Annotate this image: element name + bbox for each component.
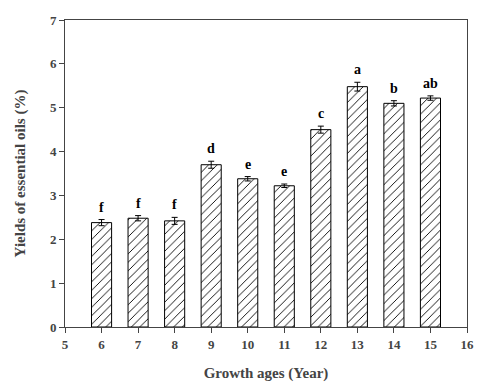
svg-text:10: 10 bbox=[241, 337, 254, 352]
svg-text:e: e bbox=[281, 164, 287, 179]
svg-text:b: b bbox=[390, 81, 398, 96]
svg-text:9: 9 bbox=[208, 337, 215, 352]
svg-text:Growth ages (Year): Growth ages (Year) bbox=[204, 365, 329, 382]
svg-text:7: 7 bbox=[50, 13, 57, 28]
svg-text:6: 6 bbox=[98, 337, 105, 352]
svg-text:d: d bbox=[207, 141, 215, 156]
svg-text:8: 8 bbox=[171, 337, 178, 352]
svg-text:12: 12 bbox=[314, 337, 327, 352]
svg-text:e: e bbox=[245, 157, 251, 172]
svg-text:6: 6 bbox=[50, 56, 57, 71]
svg-text:a: a bbox=[354, 62, 361, 77]
svg-text:5: 5 bbox=[50, 100, 57, 115]
svg-text:2: 2 bbox=[50, 232, 57, 247]
svg-text:f: f bbox=[99, 200, 104, 215]
svg-text:0: 0 bbox=[50, 320, 57, 335]
svg-text:16: 16 bbox=[461, 337, 475, 352]
svg-text:5: 5 bbox=[62, 337, 69, 352]
svg-text:c: c bbox=[318, 106, 324, 121]
svg-text:7: 7 bbox=[135, 337, 142, 352]
svg-text:14: 14 bbox=[387, 337, 401, 352]
svg-text:1: 1 bbox=[50, 276, 57, 291]
svg-text:ab: ab bbox=[423, 76, 438, 91]
svg-text:11: 11 bbox=[278, 337, 290, 352]
svg-text:3: 3 bbox=[50, 188, 57, 203]
svg-text:15: 15 bbox=[424, 337, 438, 352]
svg-text:f: f bbox=[172, 197, 177, 212]
svg-text:13: 13 bbox=[351, 337, 365, 352]
svg-text:Yields of essential oils (%): Yields of essential oils (%) bbox=[12, 90, 29, 258]
svg-text:4: 4 bbox=[50, 144, 57, 159]
svg-text:f: f bbox=[136, 196, 141, 211]
